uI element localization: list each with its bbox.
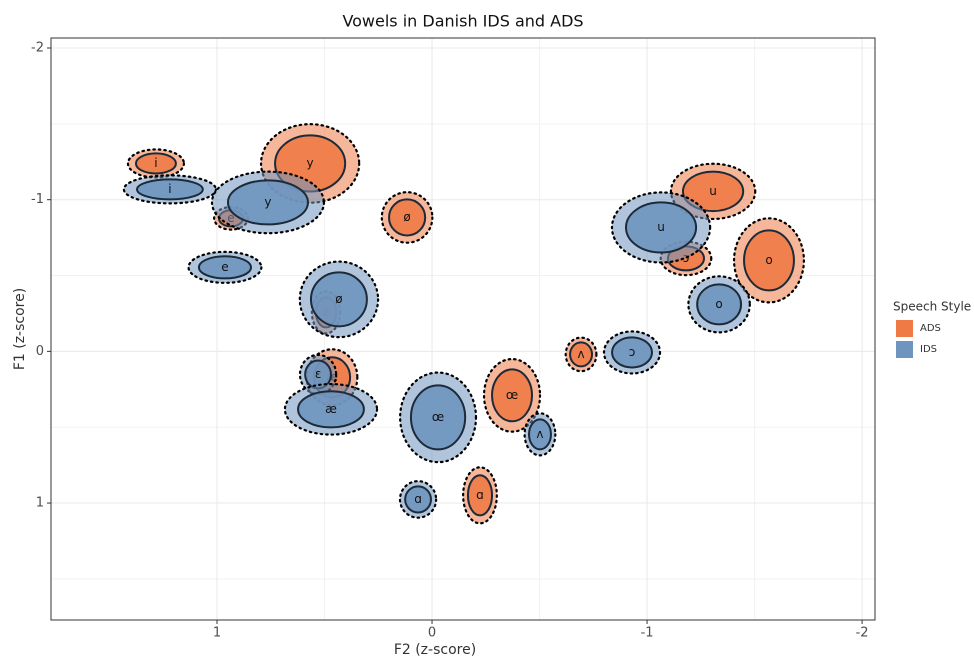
ellipse	[404, 485, 432, 514]
x-axis-label: F2 (z-score)	[394, 642, 476, 657]
vowel-label: o	[715, 297, 722, 311]
vowel-label: o	[765, 253, 772, 267]
ellipse	[743, 229, 795, 292]
y-tick-label: 1	[36, 496, 44, 511]
ellipse	[466, 474, 494, 517]
ellipse	[297, 390, 365, 429]
ellipse	[611, 336, 654, 369]
vowel-label: œ	[432, 410, 444, 424]
legend-label: ADS	[920, 323, 941, 334]
x-tick-label: 0	[428, 626, 436, 641]
vowel-label: i	[168, 182, 171, 196]
chart-title: Vowels in Danish IDS and ADS	[342, 12, 583, 31]
ellipse	[491, 368, 534, 423]
vowel-label: e	[221, 260, 228, 274]
ellipse	[681, 170, 745, 213]
vowel-label: i	[154, 156, 157, 170]
ellipse	[528, 418, 552, 451]
y-tick-label: 0	[36, 344, 44, 359]
vowel-label: ɑ	[476, 488, 484, 502]
y-tick-label: -2	[31, 41, 44, 56]
ellipse	[409, 384, 467, 451]
ellipse	[136, 178, 204, 201]
ellipse	[388, 198, 427, 237]
plot-border	[50, 37, 876, 621]
plot-area: iyeøuɔoɛæœʌɑiyeøuoɔɛæœʌɑ	[51, 38, 875, 620]
legend-key	[896, 320, 913, 337]
vowel-label: u	[657, 220, 665, 234]
vowel-label: ɛ	[315, 367, 322, 381]
vowel-label: æ	[325, 402, 337, 416]
x-tick-label: 1	[213, 626, 221, 641]
ellipse	[624, 201, 698, 254]
vowel-label: ɑ	[414, 492, 422, 506]
vowel-label: ɔ	[629, 345, 636, 359]
vowel-label: œ	[506, 388, 518, 402]
legend-key	[896, 341, 913, 358]
vowel-label: ø	[403, 210, 410, 224]
vowel-label: y	[264, 195, 271, 209]
vowel-label: y	[307, 156, 314, 170]
x-tick-label: -2	[856, 626, 869, 641]
legend-title: Speech Style	[893, 300, 971, 314]
ellipse	[134, 152, 177, 175]
ellipse	[197, 255, 252, 280]
x-tick-label: -1	[641, 626, 654, 641]
vowel-label: ʌ	[536, 427, 543, 441]
y-tick-label: -1	[31, 192, 44, 207]
vowel-label: ø	[335, 292, 342, 306]
ellipse	[696, 283, 743, 326]
vowel-label: ʌ	[577, 347, 584, 361]
ellipse	[226, 179, 309, 226]
ellipse	[569, 341, 594, 368]
vowel-label: u	[709, 184, 717, 198]
y-axis-label: F1 (z-score)	[12, 288, 28, 370]
ellipse	[309, 271, 368, 328]
legend-label: IDS	[920, 344, 937, 355]
